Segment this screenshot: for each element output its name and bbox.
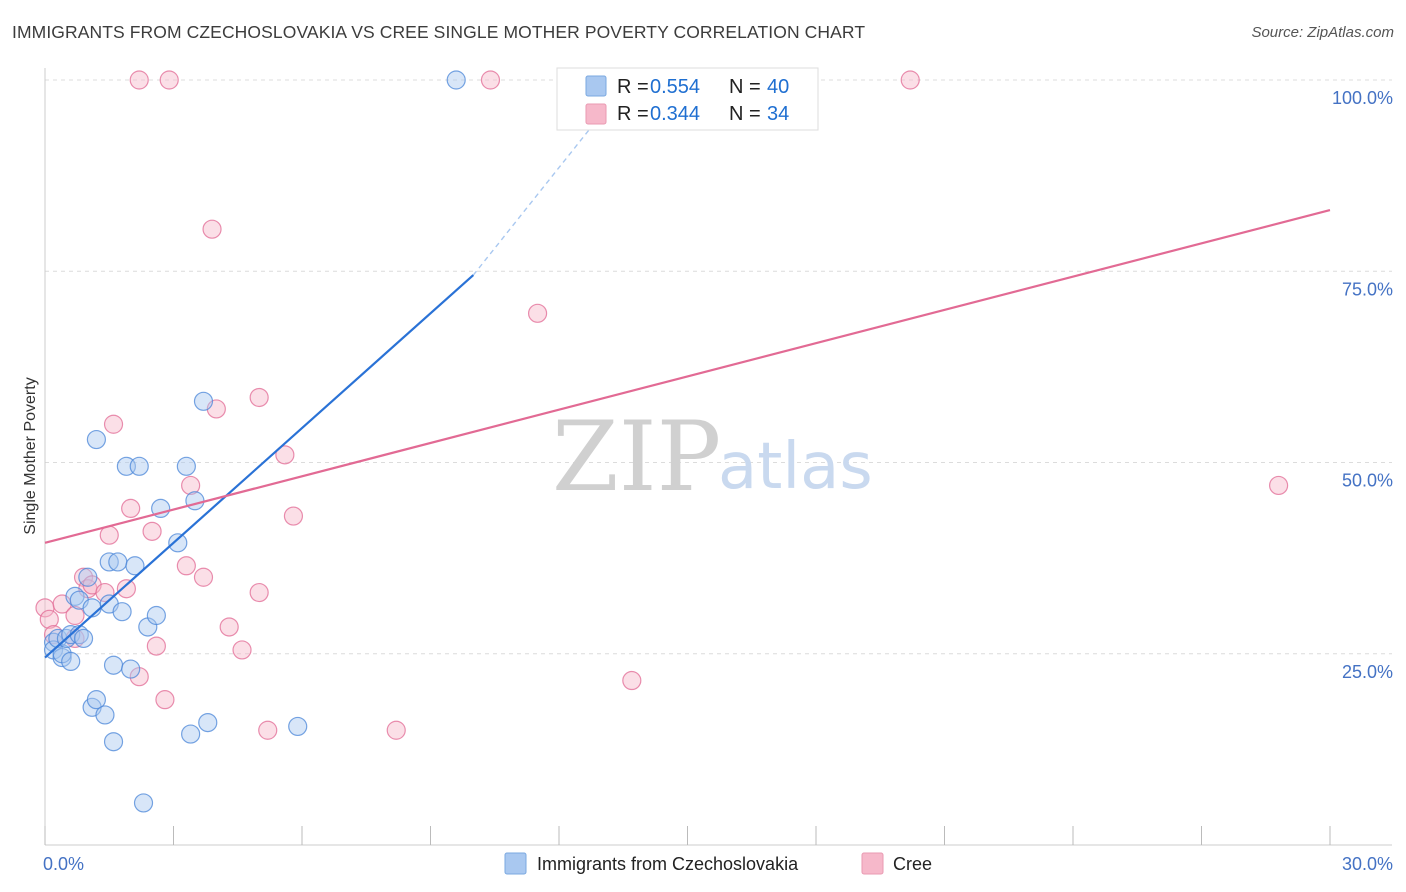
czech-point-39 xyxy=(446,70,466,90)
bottom-legend-label-cree: Cree xyxy=(893,854,932,874)
cree-point-25 xyxy=(249,387,269,408)
watermark: ZIP atlas xyxy=(552,401,873,513)
czech-point-26 xyxy=(125,556,145,576)
bottom-legend-swatch-czech xyxy=(504,852,527,875)
czech-point-30 xyxy=(146,605,166,626)
series-legend: Immigrants from Czechoslovakia Cree xyxy=(504,852,932,875)
x-tick-label-0: 0.0% xyxy=(43,854,84,874)
axes xyxy=(44,68,1392,846)
cree-point-33 xyxy=(1268,475,1289,496)
y-tick-label-0: 25.0% xyxy=(1342,662,1393,682)
czech-point-25 xyxy=(121,659,141,679)
cree-point-32 xyxy=(622,670,642,691)
cree-point-20 xyxy=(193,567,214,587)
legend-r-value-2: 0.344 xyxy=(650,103,700,125)
cree-point-31 xyxy=(527,303,548,323)
legend-n-label-2: N = xyxy=(729,103,761,125)
legend-r-value-1: 0.554 xyxy=(650,76,700,98)
legend-n-value-1: 40 xyxy=(767,76,789,98)
czech-point-22 xyxy=(108,552,128,572)
cree-point-13 xyxy=(121,498,141,518)
bottom-legend-swatch-cree xyxy=(861,852,884,875)
cree-point-16 xyxy=(146,636,166,656)
czech-point-36 xyxy=(193,391,214,411)
legend-r-label-1: R = xyxy=(617,76,649,98)
watermark-atlas: atlas xyxy=(718,430,873,504)
cree-point-19 xyxy=(181,475,201,496)
czech-point-28 xyxy=(133,793,154,813)
czech-point-27 xyxy=(129,456,149,476)
cree-point-18 xyxy=(176,556,196,576)
correlation-legend: R = 0.554 N = 40 R = 0.344 N = 34 xyxy=(556,67,819,131)
x-tick-label-1: 30.0% xyxy=(1342,854,1393,874)
y-tick-labels: 25.0% 50.0% 75.0% 100.0% xyxy=(1332,88,1393,682)
cree-point-29 xyxy=(283,506,304,526)
gridlines xyxy=(45,79,1392,655)
legend-r-label-2: R = xyxy=(617,103,649,125)
czech-point-34 xyxy=(181,724,201,744)
bottom-legend-label-czech: Immigrants from Czechoslovakia xyxy=(537,854,799,874)
legend-swatch-cree xyxy=(585,103,607,125)
chart-title: IMMIGRANTS FROM CZECHOSLOVAKIA VS CREE S… xyxy=(12,22,866,42)
cree-trend-line xyxy=(44,208,1331,544)
cree-point-17 xyxy=(155,690,175,710)
watermark-zip: ZIP xyxy=(552,401,721,513)
cree-point-35 xyxy=(159,70,179,90)
cree-point-36 xyxy=(480,70,501,90)
y-tick-label-3: 100.0% xyxy=(1332,88,1393,108)
czech-point-6 xyxy=(61,651,81,672)
cree-point-12 xyxy=(116,579,136,599)
cree-point-23 xyxy=(219,617,239,637)
source-label: Source: ZipAtlas.com xyxy=(1251,24,1394,41)
czech-point-35 xyxy=(185,491,205,511)
czech-point-33 xyxy=(176,456,196,476)
cree-point-11 xyxy=(103,414,124,434)
czech-trend-line xyxy=(44,274,475,659)
czech-point-31 xyxy=(151,498,171,518)
legend-n-value-2: 34 xyxy=(767,103,789,125)
czech-point-17 xyxy=(95,705,115,725)
czech-point-20 xyxy=(103,655,124,675)
cree-point-15 xyxy=(142,521,162,541)
czech-point-11 xyxy=(73,628,94,649)
czech-point-16 xyxy=(86,690,107,710)
cree-point-21 xyxy=(202,219,222,239)
cree-point-24 xyxy=(232,640,252,660)
cree-point-37 xyxy=(900,70,920,90)
cree-point-9 xyxy=(95,582,115,603)
y-tick-label-2: 75.0% xyxy=(1342,279,1393,299)
legend-swatch-czech xyxy=(585,75,607,97)
cree-point-1 xyxy=(39,609,59,629)
czech-point-15 xyxy=(86,429,107,450)
czech-point-37 xyxy=(198,712,218,733)
czech-point-38 xyxy=(288,716,308,737)
czech-point-32 xyxy=(168,533,188,553)
legend-n-label-1: N = xyxy=(729,76,761,98)
y-tick-label-1: 50.0% xyxy=(1342,471,1393,491)
czech-point-21 xyxy=(103,732,124,752)
trend-lines xyxy=(44,75,1331,659)
czech-point-23 xyxy=(112,602,132,622)
cree-point-30 xyxy=(386,720,406,740)
cree-point-34 xyxy=(129,70,149,90)
y-axis-label: Single Mother Poverty xyxy=(22,377,39,534)
cree-point-28 xyxy=(275,445,295,465)
cree-point-26 xyxy=(249,582,269,603)
x-tick-labels: 0.0% 30.0% xyxy=(43,854,1393,874)
cree-point-4 xyxy=(65,605,85,626)
cree-point-27 xyxy=(258,720,278,740)
czech-point-12 xyxy=(78,567,98,587)
